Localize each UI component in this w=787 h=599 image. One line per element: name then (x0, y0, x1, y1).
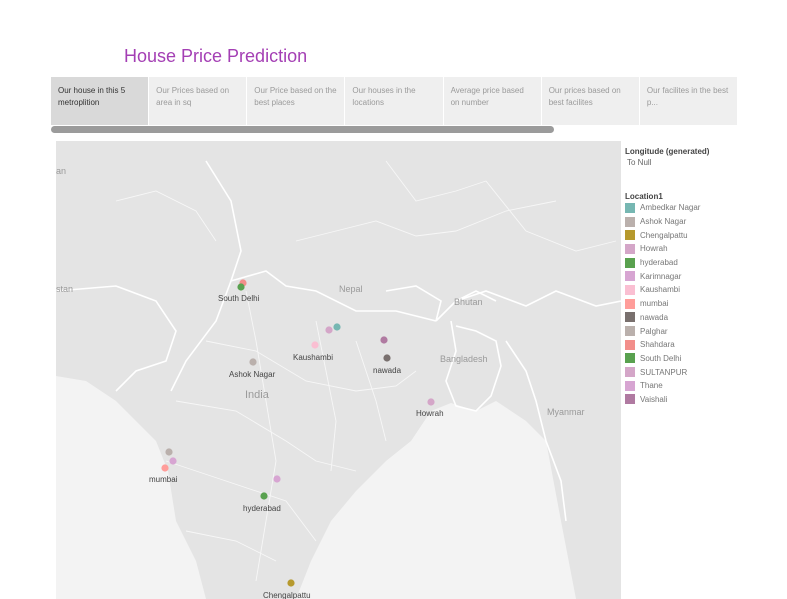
point-label-chengalpattu: Chengalpattu (263, 591, 311, 599)
legend-item[interactable]: nawada (625, 311, 735, 325)
legend-item-label: hyderabad (640, 258, 678, 268)
map-point-vaishali[interactable] (380, 336, 388, 344)
map-point-chengalpattu[interactable] (287, 579, 295, 587)
legend-swatch (625, 339, 635, 350)
region-label-an: an (56, 166, 66, 176)
point-label-south-delhi: South Delhi (218, 294, 260, 303)
legend-swatch (625, 312, 635, 323)
map-point-mumbai[interactable] (161, 464, 169, 472)
map-point-howrah[interactable] (427, 398, 435, 406)
tab-average-price-number[interactable]: Average price based on number (443, 77, 542, 125)
region-label-bhutan: Bhutan (454, 297, 483, 307)
legend-swatch (625, 271, 635, 282)
legend-swatch (625, 284, 635, 295)
dashboard-title: House Price Prediction (124, 46, 308, 66)
legend-item-label: South Delhi (640, 353, 682, 363)
map-point-palghar[interactable] (165, 448, 173, 456)
legend-item-label: Ambedkar Nagar (640, 203, 701, 213)
legend-item[interactable]: mumbai (625, 297, 735, 311)
tab-prices-area[interactable]: Our Prices based on area in sq (149, 77, 248, 125)
legend-item[interactable]: Palghar (625, 324, 735, 338)
map-point-hyderabad[interactable] (260, 492, 268, 500)
point-label-howrah: Howrah (416, 409, 444, 418)
region-label-nepal: Nepal (339, 284, 363, 294)
tab-price-best-places[interactable]: Our Price based on the best places (247, 77, 346, 125)
legend-item[interactable]: Thane (625, 379, 735, 393)
map-point-ambedkar-nagar[interactable] (333, 323, 341, 331)
legend-item[interactable]: Howrah (625, 242, 735, 256)
legend-item-label: Ashok Nagar (640, 217, 687, 227)
legend-swatch (625, 394, 635, 405)
state-borders (115, 160, 617, 582)
point-label-hyderabad: hyderabad (243, 504, 281, 513)
map-point-thane[interactable] (169, 457, 177, 465)
legend: Longitude (generated) To Null Location1 … (625, 147, 735, 406)
legend-swatch (625, 326, 635, 337)
legend-item-label: nawada (640, 312, 669, 322)
legend-item[interactable]: Karimnagar (625, 269, 735, 283)
legend-swatch (625, 243, 635, 254)
region-label-stan: stan (56, 284, 73, 294)
legend-swatch (625, 230, 635, 241)
legend-item-label: Shahdara (640, 340, 675, 350)
tab-houses-locations[interactable]: Our houses in the locations (345, 77, 444, 125)
legend-swatch (625, 367, 635, 378)
legend-swatch (625, 202, 635, 213)
legend-swatch (625, 380, 635, 391)
tab-house-metroplition[interactable]: Our house in this 5 metroplition (51, 77, 150, 125)
map-view[interactable]: stan Nepal Bhutan Bangladesh India Myanm… (56, 141, 621, 599)
legend-item-label: SULTANPUR (640, 367, 688, 377)
map-point-south-delhi[interactable] (237, 283, 245, 291)
legend-item[interactable]: South Delhi (625, 352, 735, 366)
story-tabs: Our house in this 5 metroplition Our Pri… (51, 77, 738, 125)
legend-swatch (625, 298, 635, 309)
point-label-ashok-nagar: Ashok Nagar (229, 370, 276, 379)
map-point-kaushambi[interactable] (311, 341, 319, 349)
legend-item-label: mumbai (640, 299, 669, 309)
legend-item-label: Chengalpattu (640, 230, 688, 240)
legend-item[interactable]: Ashok Nagar (625, 215, 735, 229)
legend-item[interactable]: Ambedkar Nagar (625, 201, 735, 215)
landmass (56, 141, 621, 599)
legend-swatch (625, 257, 635, 268)
map-point-sultanpur[interactable] (325, 326, 333, 334)
map-canvas: stan Nepal Bhutan Bangladesh India Myanm… (56, 141, 621, 599)
point-label-kaushambi: Kaushambi (293, 353, 333, 362)
legend-longitude-title: Longitude (generated) (625, 147, 710, 156)
legend-item-label: Howrah (640, 244, 668, 254)
legend-longitude-sub: To Null (627, 158, 652, 167)
legend-item[interactable]: Shahdara (625, 338, 735, 352)
legend-item[interactable]: Kaushambi (625, 283, 735, 297)
legend-item[interactable]: hyderabad (625, 256, 735, 270)
region-label-india: India (245, 389, 270, 401)
map-point-karimnagar[interactable] (273, 475, 281, 483)
tabs-scrollbar[interactable] (51, 126, 554, 133)
point-label-mumbai: mumbai (149, 475, 178, 484)
legend-item-label: Kaushambi (640, 285, 681, 295)
legend-item-label: Palghar (640, 326, 668, 336)
region-label-bangladesh: Bangladesh (440, 354, 488, 364)
legend-item-label: Thane (640, 381, 663, 391)
tab-prices-facilites[interactable]: Our prices based on best facilites (541, 77, 640, 125)
country-borders (56, 160, 621, 522)
region-label-myanmar: Myanmar (547, 407, 585, 417)
legend-swatch (625, 216, 635, 227)
legend-item[interactable]: SULTANPUR (625, 365, 735, 379)
legend-location-title: Location1 (625, 192, 663, 201)
legend-item[interactable]: Vaishali (625, 393, 735, 407)
point-label-nawada: nawada (373, 366, 402, 375)
legend-swatch (625, 353, 635, 364)
legend-item[interactable]: Chengalpattu (625, 228, 735, 242)
tab-facilites-best[interactable]: Our facilites in the best p... (639, 77, 738, 125)
legend-item-label: Karimnagar (640, 271, 682, 281)
legend-item-label: Vaishali (640, 394, 668, 404)
map-point-nawada[interactable] (383, 354, 391, 362)
map-point-ashok-nagar[interactable] (249, 358, 257, 366)
